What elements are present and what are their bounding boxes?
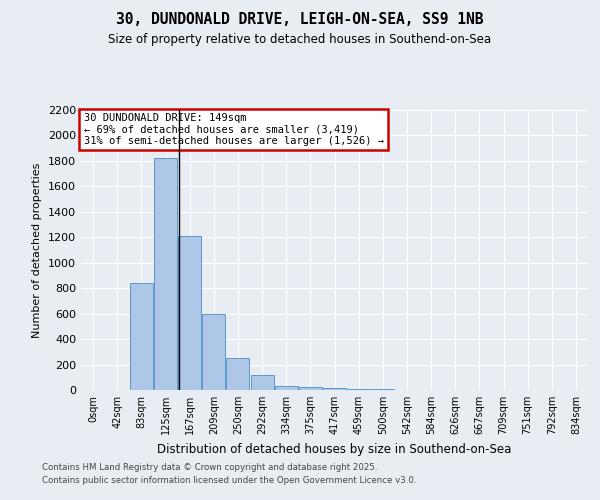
Text: Size of property relative to detached houses in Southend-on-Sea: Size of property relative to detached ho… <box>109 32 491 46</box>
Bar <box>178 236 201 390</box>
Text: Contains public sector information licensed under the Open Government Licence v3: Contains public sector information licen… <box>42 476 416 485</box>
Y-axis label: Number of detached properties: Number of detached properties <box>32 162 43 338</box>
Bar <box>130 283 153 390</box>
Bar <box>323 388 346 390</box>
Bar <box>371 388 394 390</box>
Bar <box>226 358 250 390</box>
Bar <box>202 314 225 390</box>
Bar <box>275 386 298 390</box>
Text: Contains HM Land Registry data © Crown copyright and database right 2025.: Contains HM Land Registry data © Crown c… <box>42 462 377 471</box>
Text: 30, DUNDONALD DRIVE, LEIGH-ON-SEA, SS9 1NB: 30, DUNDONALD DRIVE, LEIGH-ON-SEA, SS9 1… <box>116 12 484 28</box>
Bar <box>251 374 274 390</box>
Text: 30 DUNDONALD DRIVE: 149sqm
← 69% of detached houses are smaller (3,419)
31% of s: 30 DUNDONALD DRIVE: 149sqm ← 69% of deta… <box>83 113 383 146</box>
Bar <box>299 387 322 390</box>
Bar <box>154 158 177 390</box>
X-axis label: Distribution of detached houses by size in Southend-on-Sea: Distribution of detached houses by size … <box>157 442 512 456</box>
